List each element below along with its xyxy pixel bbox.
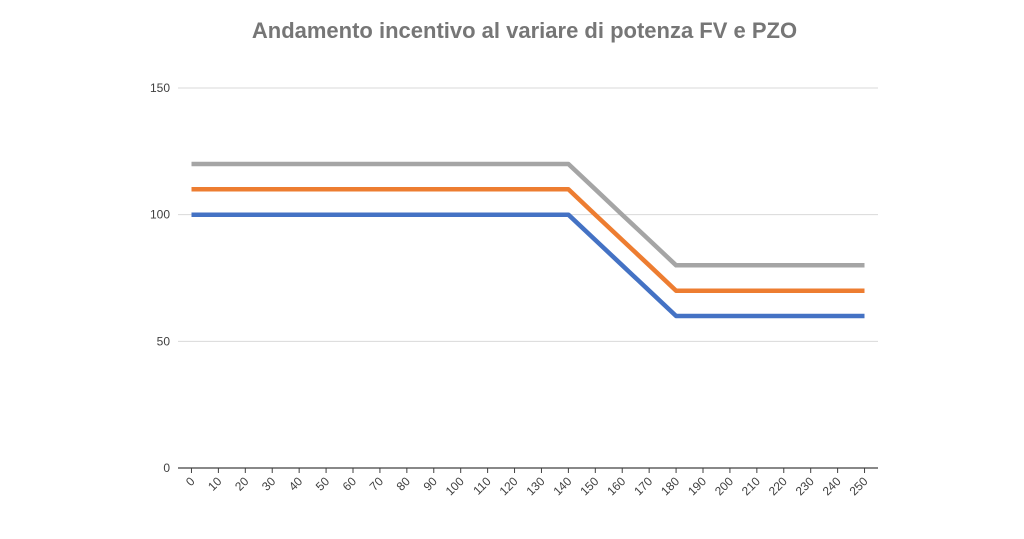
- x-tick-label: 90: [421, 474, 441, 494]
- x-tick-label: 40: [286, 474, 306, 494]
- chart-title: Andamento incentivo al variare di potenz…: [251, 18, 798, 43]
- y-tick-label: 150: [150, 81, 170, 95]
- x-tick-label: 0: [183, 474, 198, 489]
- x-tick-label: 120: [497, 474, 521, 498]
- x-tick-label: 30: [259, 474, 279, 494]
- x-tick-label: 170: [631, 474, 655, 498]
- x-tick-label: 250: [847, 474, 871, 498]
- x-tick-label: 130: [524, 474, 548, 498]
- series-line-3: [191, 161, 865, 268]
- series-line-1: [191, 212, 865, 319]
- x-tick-label: 220: [766, 474, 790, 498]
- x-tick-label: 20: [232, 474, 252, 494]
- x-tick-label: 240: [820, 474, 844, 498]
- x-tick-label: 10: [205, 474, 225, 494]
- x-tick-label: 80: [394, 474, 414, 494]
- x-tick-label: 100: [443, 474, 467, 498]
- y-tick-label: 100: [150, 208, 170, 222]
- series-line-2: [191, 187, 865, 293]
- x-tick-label: 150: [577, 474, 601, 498]
- x-tick-label: 70: [367, 474, 387, 494]
- x-tick-label: 210: [739, 474, 763, 498]
- y-tick-label: 0: [163, 461, 170, 475]
- x-tick-label: 160: [604, 474, 628, 498]
- x-tick-label: 230: [793, 474, 817, 498]
- x-tick-label: 50: [313, 474, 333, 494]
- x-tick-label: 190: [685, 474, 709, 498]
- x-tick-label: 180: [658, 474, 682, 498]
- x-tick-label: 140: [550, 474, 574, 498]
- y-tick-label: 50: [157, 334, 171, 348]
- series-lines: [191, 161, 865, 319]
- x-tick-label: 200: [712, 474, 736, 498]
- x-tick-label: 110: [470, 474, 494, 498]
- x-tick-label: 60: [340, 474, 360, 494]
